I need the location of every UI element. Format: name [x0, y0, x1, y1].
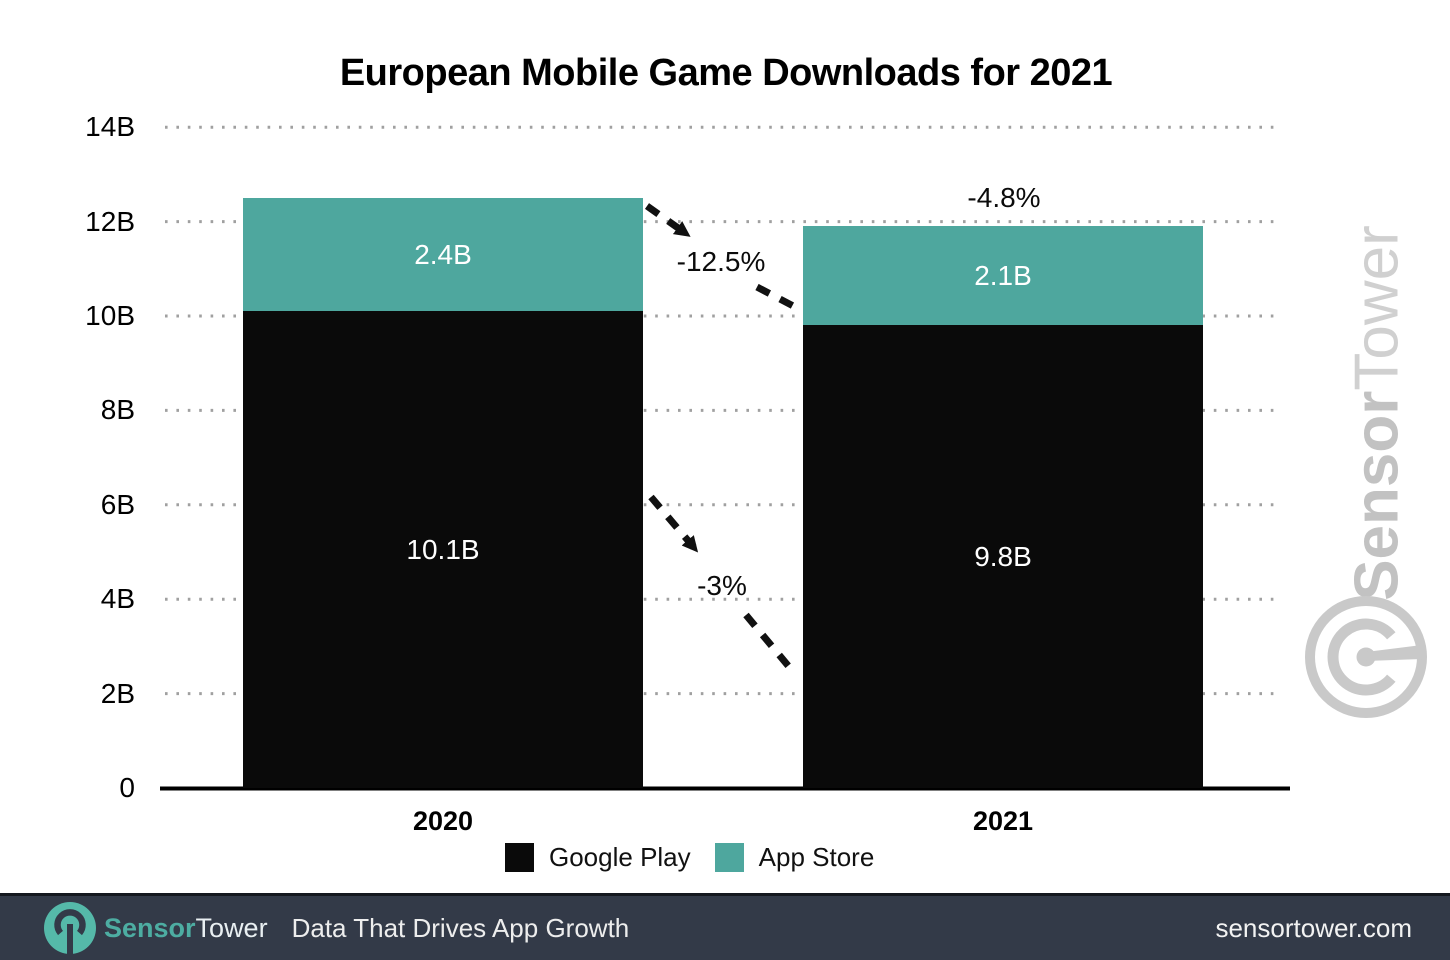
y-tick-label: 10B	[85, 300, 135, 331]
watermark-tower: Tower	[1342, 225, 1412, 391]
y-tick-label: 8B	[100, 394, 135, 426]
annotation-app-store-change: -12.5%	[676, 246, 766, 277]
x-tick-2020: 2020	[412, 806, 474, 836]
bar-2021-google-play-segment: 9.8B	[803, 325, 1203, 788]
footer-brand-sensor: Sensor	[104, 912, 196, 943]
legend-item-app-store: App Store	[714, 842, 875, 873]
x-tick-2021: 2021	[972, 806, 1034, 836]
bar-2020-app-store-segment: 2.4B	[243, 198, 643, 312]
google-play-swatch-icon	[505, 843, 534, 872]
footer-brand-tower: Tower	[195, 912, 268, 943]
y-tick-label: 12B	[85, 205, 135, 237]
y-tick-label: 14B	[85, 111, 135, 143]
annotation-google-play-change: -3%	[697, 570, 747, 601]
legend-item-google-play: Google Play	[505, 842, 691, 873]
sensortower-watermark-logo-icon	[1305, 596, 1427, 718]
footer-website-link[interactable]: sensortower.com	[1215, 912, 1412, 943]
footer-tagline: Data That Drives App Growth	[291, 912, 630, 943]
watermark-brand: SensorTower	[1342, 225, 1413, 601]
annotation-total-change: -4.8%	[967, 182, 1041, 213]
y-tick-label: 0	[119, 772, 135, 803]
bar-2020-app-store-value: 2.4B	[414, 238, 472, 270]
y-tick-label: 2B	[100, 677, 135, 709]
footer-brand: SensorTower	[104, 913, 268, 944]
y-tick-label: 6B	[100, 488, 135, 520]
chart-title: European Mobile Game Downloads for 2021	[339, 52, 1113, 94]
sensortower-logo-icon	[44, 902, 96, 954]
footer-bar: SensorTower Data That Drives App Growth …	[0, 893, 1450, 960]
legend-label-google-play: Google Play	[549, 842, 691, 872]
watermark-sensor: Sensor	[1342, 390, 1412, 601]
app-store-swatch-icon	[714, 843, 744, 872]
legend-label-app-store: App Store	[758, 842, 875, 872]
bar-2020-google-play-segment: 10.1B	[243, 311, 643, 788]
bar-2021-google-play-value: 9.8B	[974, 540, 1032, 572]
y-tick-label: 4B	[100, 583, 135, 615]
bar-2021-app-store-value: 2.1B	[974, 259, 1032, 291]
legend: Google Play App Store	[505, 842, 898, 873]
bar-2020-google-play-value: 10.1B	[406, 533, 480, 565]
bar-2021-app-store-segment: 2.1B	[803, 226, 1203, 326]
